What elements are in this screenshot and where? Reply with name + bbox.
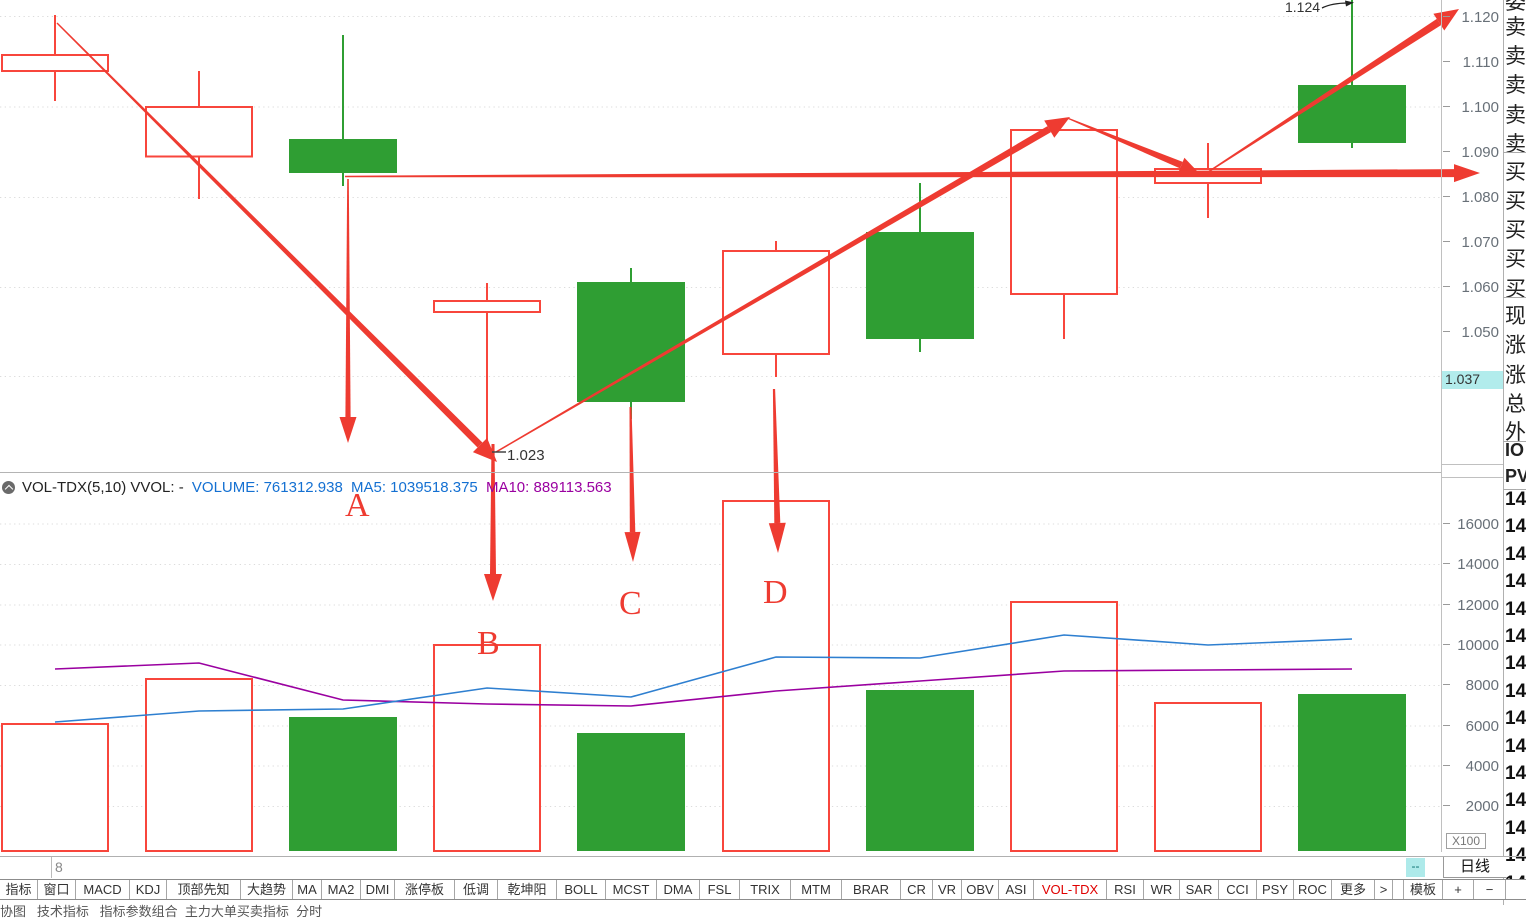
- svg-text:1.023: 1.023: [507, 447, 545, 464]
- svg-text:D: D: [763, 574, 788, 611]
- svg-text:C: C: [619, 585, 642, 622]
- svg-text:B: B: [477, 625, 500, 662]
- svg-text:A: A: [345, 487, 370, 524]
- svg-text:1.124: 1.124: [1285, 0, 1320, 15]
